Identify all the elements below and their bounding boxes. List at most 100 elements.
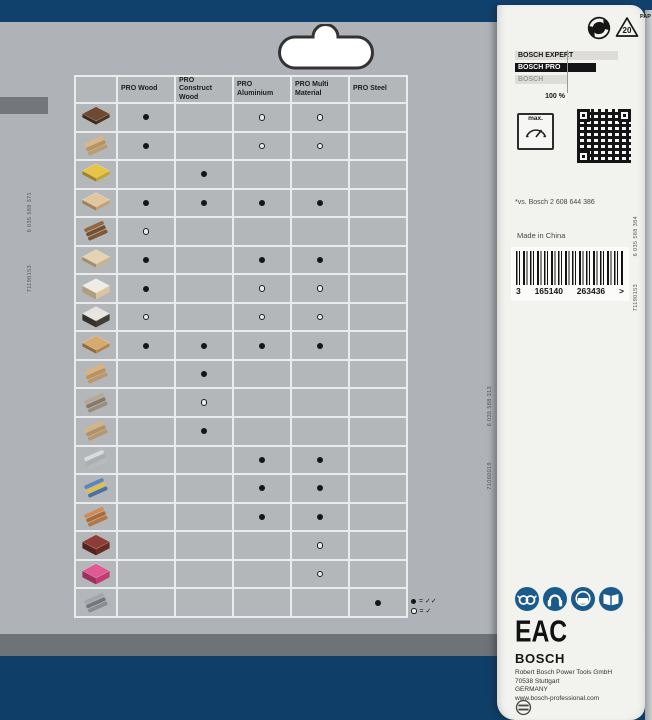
table-cell xyxy=(176,389,232,417)
column-header-pro-aluminium: PRO Aluminium xyxy=(234,77,290,102)
legend-label: = ✓✓ xyxy=(419,598,437,605)
filled-dot-icon xyxy=(143,285,149,292)
table-cell xyxy=(350,218,406,245)
chipboard-icon xyxy=(76,246,116,274)
hollow-dot-icon xyxy=(316,285,324,292)
hollow-dot-icon xyxy=(258,313,266,321)
table-cell xyxy=(292,132,348,160)
barcode-bars xyxy=(516,251,624,285)
table-cell xyxy=(350,475,406,502)
table-cell xyxy=(176,189,232,217)
eac-mark: EAC xyxy=(515,613,568,649)
crop-mark xyxy=(610,519,618,527)
table-cell xyxy=(118,161,174,188)
table-cell xyxy=(292,104,348,131)
table-cell xyxy=(176,104,232,131)
bottom-gray-strip xyxy=(0,634,652,656)
comparison-bar-label: BOSCH xyxy=(518,76,544,83)
performance-comparison-chart: BOSCH EXPERT BOSCH PRO BOSCH 100 % xyxy=(515,50,633,100)
filled-dot-icon xyxy=(259,485,265,492)
scale-100-line xyxy=(567,50,568,93)
filled-dot-icon xyxy=(143,199,149,206)
legend-label: = ✓ xyxy=(419,608,432,615)
nail-embedded-wood-icon xyxy=(76,389,116,417)
hollow-dot-icon xyxy=(142,228,150,235)
panel-edge xyxy=(645,10,652,720)
table-cell xyxy=(234,389,290,417)
hollow-dot-icon xyxy=(142,313,150,321)
dust-mask-icon xyxy=(571,587,595,611)
table-cell xyxy=(292,161,348,188)
filled-dot-icon xyxy=(259,456,265,463)
laminate-panel-icon xyxy=(76,303,116,331)
address-line: GERMANY xyxy=(515,686,548,693)
table-cell xyxy=(118,332,174,359)
info-panel: 20 PAP BOSCH EXPERT BOSCH PRO BOSCH 100 % … xyxy=(497,5,651,720)
table-cell xyxy=(292,475,348,502)
qr-finder xyxy=(577,109,590,122)
top-navy-strip xyxy=(0,0,652,22)
hollow-dot-icon xyxy=(258,285,266,292)
qr-code xyxy=(577,109,631,163)
filled-dot-icon xyxy=(317,342,323,349)
table-cell xyxy=(176,446,232,474)
table-cell xyxy=(176,218,232,245)
filled-dot-icon xyxy=(259,257,265,263)
left-fold-tab xyxy=(0,97,48,114)
max-rpm-icon: max. xyxy=(517,113,554,150)
table-cell xyxy=(350,132,406,160)
table-cell xyxy=(176,161,232,188)
hollow-dot-icon xyxy=(258,114,266,121)
table-cell xyxy=(292,332,348,359)
table-cell xyxy=(292,275,348,302)
table-cell xyxy=(350,560,406,588)
qr-finder xyxy=(577,150,590,163)
table-cell xyxy=(350,275,406,302)
steel-profiles-icon xyxy=(76,589,116,616)
table-cell xyxy=(234,589,290,616)
table-cell xyxy=(234,360,290,388)
address-line: www.bosch-professional.com xyxy=(515,694,600,702)
hollow-dot-icon xyxy=(316,542,324,549)
filled-dot-icon xyxy=(201,428,207,435)
table-cell xyxy=(292,418,348,445)
filled-dot-icon xyxy=(143,257,149,263)
column-header-pro-multi-material: PRO Multi Material xyxy=(292,77,348,102)
table-cell xyxy=(118,446,174,474)
table-cell xyxy=(234,503,290,531)
table-cell xyxy=(350,189,406,217)
table-cell xyxy=(292,589,348,616)
hollow-dot-icon xyxy=(316,114,324,121)
table-cell xyxy=(234,446,290,474)
table-cell xyxy=(292,560,348,588)
table-cell xyxy=(234,332,290,359)
crop-mark xyxy=(520,519,528,527)
table-cell xyxy=(350,332,406,359)
scale-100-label: 100 % xyxy=(545,93,565,100)
table-cell xyxy=(234,132,290,160)
table-cell xyxy=(350,246,406,274)
ear-protection-icon xyxy=(543,587,567,611)
table-cell xyxy=(118,475,174,502)
table-cell xyxy=(292,303,348,331)
table-cell xyxy=(234,161,290,188)
made-in-label: Made in China xyxy=(517,231,566,240)
barcode-digit-group: > xyxy=(619,286,624,296)
table-cell xyxy=(176,589,232,616)
comparison-row: BOSCH PRO xyxy=(515,63,633,72)
rough-sawn-timber-icon xyxy=(76,218,116,245)
aluminium-profiles-icon xyxy=(76,446,116,474)
table-cell xyxy=(234,532,290,559)
table-cell xyxy=(118,589,174,616)
bosch-armature-icon xyxy=(515,699,532,720)
filled-dot-icon xyxy=(411,598,416,604)
copper-pipes-icon xyxy=(76,503,116,531)
hollow-dot-icon xyxy=(200,399,208,406)
table-cell xyxy=(350,303,406,331)
hollow-dot-icon xyxy=(316,142,324,150)
acrylic-sheet-icon xyxy=(76,560,116,588)
article-code-right: 6 035 588 384 xyxy=(633,216,639,257)
table-cell xyxy=(292,532,348,559)
article-code-left: 6 035 588 371 xyxy=(27,192,33,233)
